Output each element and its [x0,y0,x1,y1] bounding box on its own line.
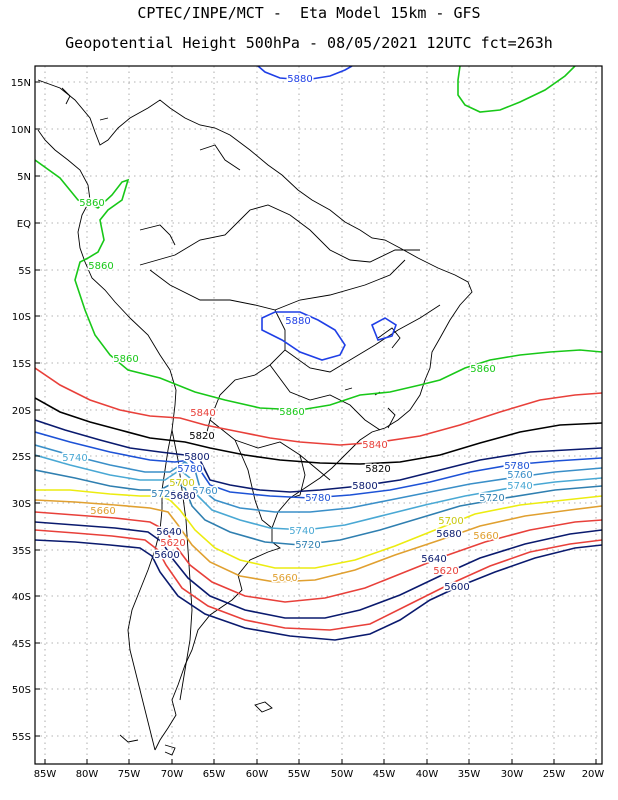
contour-label-5800: 5800 [352,481,377,492]
chart-title-line2: Geopotential Height 500hPa - 08/05/2021 … [65,34,553,52]
contour-label-5780: 5780 [504,461,529,472]
contour-5620 [35,529,602,631]
contour-label-5680: 5680 [436,529,461,540]
contour-5840 [35,367,602,446]
lat-label: 25S [12,452,31,463]
contour-label-5860: 5860 [279,407,304,418]
contour-label-5720: 5720 [151,489,176,500]
contour-label-5660: 5660 [473,531,498,542]
contour-label-5720: 5720 [479,493,504,504]
lat-label: 15S [12,359,31,370]
contour-5860-northeast [457,66,576,113]
chart-title-line1: CPTEC/INPE/MCT - Eta Model 15km - GFS [137,4,481,22]
lat-label: 35S [12,546,31,557]
lon-label: 55W [288,769,311,780]
contour-label-5840: 5840 [362,440,387,451]
contour-label-5860: 5860 [470,364,495,375]
lat-label: 45S [12,639,31,650]
contour-label-5600: 5600 [444,582,469,593]
grid-lines [35,66,602,764]
lat-label: 15N [11,78,31,89]
contour-label-5820: 5820 [189,431,214,442]
contour-label-5680: 5680 [170,491,195,502]
lat-label: 50S [12,685,31,696]
contour-label-5860: 5860 [88,261,113,272]
contour-5760 [35,444,602,513]
lon-label: 40W [416,769,439,780]
lat-label: 5S [18,266,31,277]
contour-label-5740: 5740 [289,526,314,537]
contour-label-5780: 5780 [305,493,330,504]
contour-label-5620: 5620 [433,566,458,577]
contour-5740 [35,454,602,531]
contour-5720 [35,469,602,546]
contour-label-5620: 5620 [160,538,185,549]
contour-label-5660: 5660 [90,506,115,517]
contour-label-5740: 5740 [507,481,532,492]
contour-5820 [35,397,602,465]
contour-5880-north [257,66,353,81]
contour-5780 [35,431,602,499]
contour-label-5880: 5880 [287,74,312,85]
contour-label-5600: 5600 [154,550,179,561]
lat-label: 10N [11,125,31,136]
contour-5680 [35,499,602,583]
contour-5860-west [35,159,602,411]
lon-label: 35W [458,769,481,780]
contour-label-5740: 5740 [62,453,87,464]
contour-label-5760: 5760 [192,486,217,497]
tick-marks [35,81,597,764]
contour-5600 [35,539,602,641]
lat-label: 55S [12,732,31,743]
contour-label-5860: 5860 [113,354,138,365]
contour-label-5780: 5780 [177,464,202,475]
lon-label: 65W [203,769,226,780]
contour-label-5840: 5840 [190,408,215,419]
lon-label: 75W [118,769,141,780]
contour-label-5800: 5800 [184,452,209,463]
contour-label-5860: 5860 [79,198,104,209]
lat-label: 30S [12,499,31,510]
lat-label: 10S [12,312,31,323]
lon-label: 80W [76,769,99,780]
contour-label-5820: 5820 [365,464,390,475]
contour-label-5880: 5880 [285,316,310,327]
lon-label: 30W [501,769,524,780]
lon-label: 45W [373,769,396,780]
contour-label-5660: 5660 [272,573,297,584]
contour-5700 [35,489,602,569]
lon-label: 50W [331,769,354,780]
map-frame [34,65,603,765]
contour-label-5720: 5720 [295,540,320,551]
contour-label-5640: 5640 [156,527,181,538]
contour-label-5640: 5640 [421,554,446,565]
lon-label: 85W [34,769,57,780]
contour-label-5700: 5700 [438,516,463,527]
contour-5660 [35,511,602,603]
lon-label: 70W [161,769,184,780]
contour-label-5760: 5760 [507,470,532,481]
coastline-borders [37,79,473,756]
lat-label: 5N [17,172,31,183]
contour-5800 [35,419,602,493]
lat-label: 20S [12,406,31,417]
lon-label: 25W [543,769,566,780]
lat-label: 40S [12,592,31,603]
contour-5640 [35,521,602,619]
contour-5880-central [261,311,397,361]
lat-label: EQ [17,219,31,230]
lon-label: 20W [582,769,605,780]
lon-label: 60W [246,769,269,780]
contour-label-5700: 5700 [169,478,194,489]
